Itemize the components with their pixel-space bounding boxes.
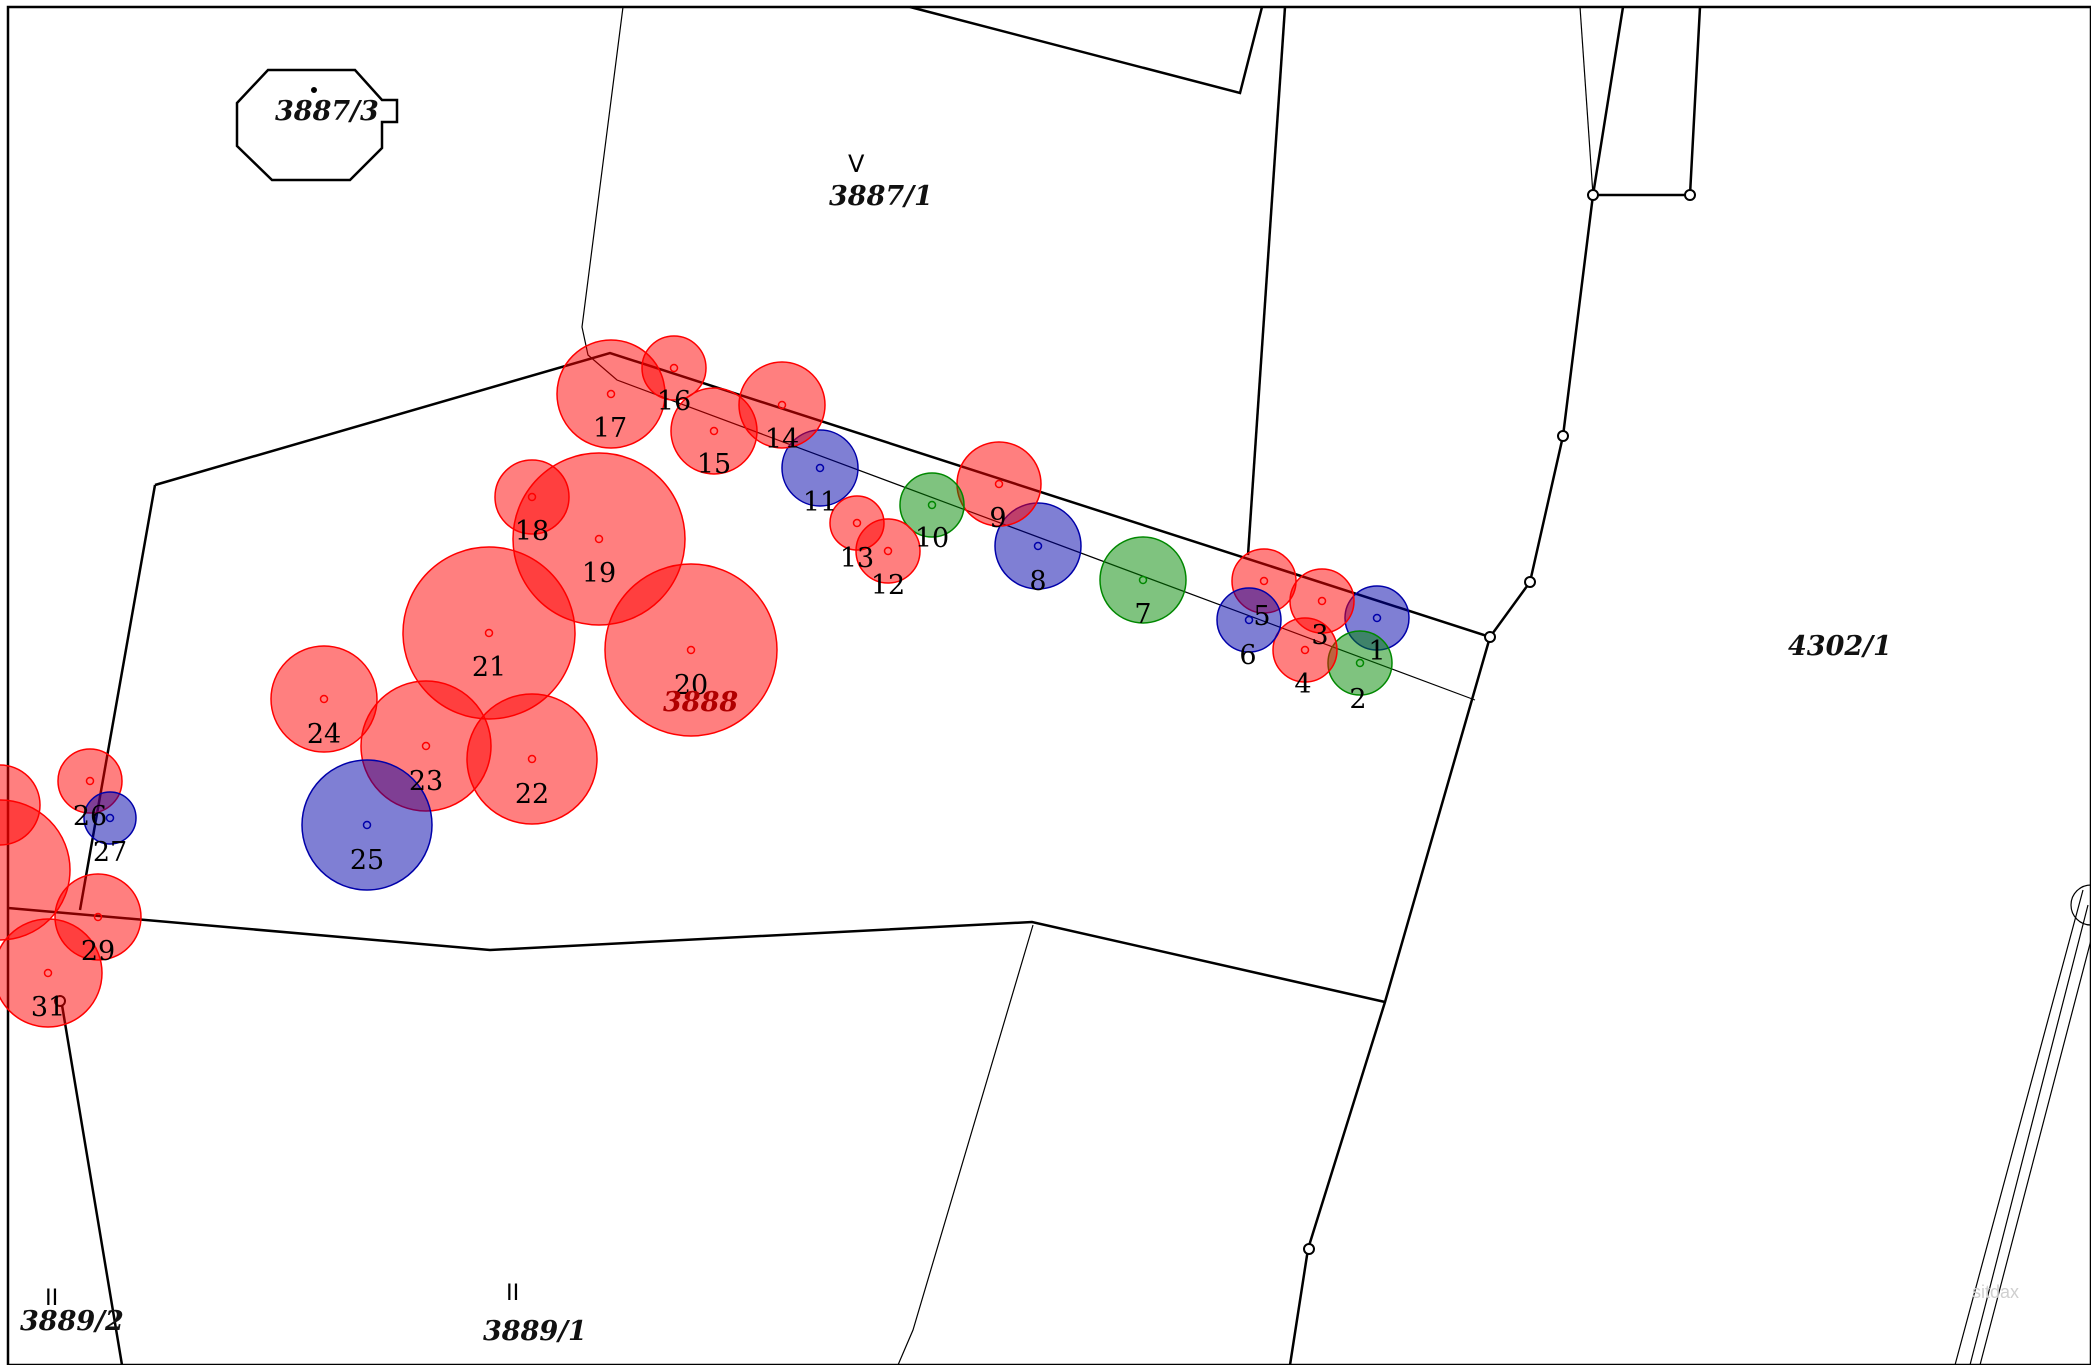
tree-trunk-marker xyxy=(421,741,431,751)
tree-number-label: 15 xyxy=(697,449,731,480)
tree-number-label: 5 xyxy=(1253,601,1270,632)
tree-canopy-4 xyxy=(1272,617,1338,683)
tree-trunk-marker xyxy=(606,389,616,399)
meadow-symbol: II xyxy=(506,1279,519,1306)
parcel-label-3888: 3888 xyxy=(663,687,738,718)
tree-number-label: 14 xyxy=(765,424,799,455)
tree-number-label: 25 xyxy=(350,845,384,876)
tree-trunk-marker xyxy=(1372,613,1382,623)
tree-canopy-layer: 1234567891011121314151617181920212223242… xyxy=(0,335,1410,1028)
tree-number-label: 31 xyxy=(31,992,65,1023)
tree-number-label: 4 xyxy=(1294,669,1311,700)
tree-canopy-24 xyxy=(270,645,378,753)
tree-trunk-marker xyxy=(594,534,604,544)
tree-number-label: 21 xyxy=(472,652,506,683)
tree-canopy-27 xyxy=(83,791,137,845)
tree-number-label: 7 xyxy=(1134,599,1151,630)
parcel-label-4302-1: 4302/1 xyxy=(1788,631,1892,662)
tree-canopy-15 xyxy=(670,387,758,475)
tree-number-label: 19 xyxy=(582,558,616,589)
tree-number-label: 10 xyxy=(915,523,949,554)
tree-number-label: 24 xyxy=(307,719,341,750)
tree-number-label: 17 xyxy=(593,413,627,444)
parcel-label-3889-1: 3889/1 xyxy=(483,1316,587,1347)
tree-trunk-marker xyxy=(1259,576,1269,586)
tree-canopy-6 xyxy=(1216,587,1282,653)
tree-trunk-marker xyxy=(709,426,719,436)
survey-point xyxy=(1484,631,1496,643)
tree-trunk-marker xyxy=(362,820,372,830)
tree-number-label: 12 xyxy=(871,570,905,601)
garden-symbol: ᐯ xyxy=(848,151,865,178)
tree-number-label: 27 xyxy=(93,837,127,868)
tree-trunk-marker xyxy=(93,912,103,922)
tree-number-label: 29 xyxy=(81,936,115,967)
survey-point xyxy=(1587,189,1599,201)
tree-number-label: 26 xyxy=(73,801,107,832)
tree-number-label: 9 xyxy=(989,503,1006,534)
tree-number-label: 2 xyxy=(1349,684,1366,715)
tree-number-label: 23 xyxy=(409,766,443,797)
survey-point xyxy=(1557,430,1569,442)
tree-trunk-marker xyxy=(815,463,825,473)
tree-number-label: 22 xyxy=(515,779,549,810)
tree-trunk-marker xyxy=(105,813,115,823)
tree-trunk-marker xyxy=(686,645,696,655)
tree-canopy-11 xyxy=(781,429,859,507)
parcel-label-3889-2: 3889/2 xyxy=(20,1306,124,1337)
map-frame xyxy=(6,5,2091,1365)
tree-canopy-10 xyxy=(899,472,965,538)
tree-number-label: 20 xyxy=(674,670,708,701)
tree-trunk-marker xyxy=(85,776,95,786)
tree-canopy-partial xyxy=(0,799,71,941)
survey-point xyxy=(1684,189,1696,201)
tree-number-label: 1 xyxy=(1368,636,1385,667)
tree-trunk-marker xyxy=(883,546,893,556)
tree-trunk-marker xyxy=(1138,575,1148,585)
survey-point xyxy=(311,87,317,93)
tree-trunk-marker xyxy=(1300,645,1310,655)
tree-number-label: 8 xyxy=(1029,566,1046,597)
tree-trunk-marker xyxy=(852,518,862,528)
tree-trunk-marker xyxy=(669,363,679,373)
tree-trunk-marker xyxy=(1317,596,1327,606)
tree-number-label: 3 xyxy=(1311,620,1328,651)
survey-point xyxy=(1524,576,1536,588)
survey-point xyxy=(1303,1243,1315,1255)
tree-trunk-marker xyxy=(1244,615,1254,625)
tree-canopy-20 xyxy=(604,563,778,737)
tree-canopy-17 xyxy=(556,339,666,449)
watermark-logo: sitdax xyxy=(1972,1282,2019,1302)
tree-trunk-marker xyxy=(1355,658,1365,668)
tree-trunk-marker xyxy=(319,694,329,704)
tree-canopy-25 xyxy=(301,759,433,891)
tree-trunk-marker xyxy=(527,754,537,764)
parcel-label-3887-3: 3887/3 xyxy=(275,96,379,127)
tree-trunk-marker xyxy=(43,968,53,978)
tree-canopy-7 xyxy=(1099,536,1187,624)
tree-canopy-8 xyxy=(994,502,1082,590)
tree-trunk-marker xyxy=(927,500,937,510)
tree-number-label: 16 xyxy=(657,386,691,417)
tree-number-label: 11 xyxy=(803,487,837,518)
tree-canopy-13 xyxy=(829,495,885,551)
tree-number-label: 18 xyxy=(515,516,549,547)
tree-number-label: 6 xyxy=(1239,640,1256,671)
tree-trunk-marker xyxy=(777,400,787,410)
tree-number-label: 13 xyxy=(840,543,874,574)
meadow-symbol: II xyxy=(45,1284,58,1311)
tree-trunk-marker xyxy=(484,628,494,638)
tree-trunk-marker xyxy=(994,479,1004,489)
parcel-label-3887-1: 3887/1 xyxy=(829,181,933,212)
tree-trunk-marker xyxy=(1033,541,1043,551)
